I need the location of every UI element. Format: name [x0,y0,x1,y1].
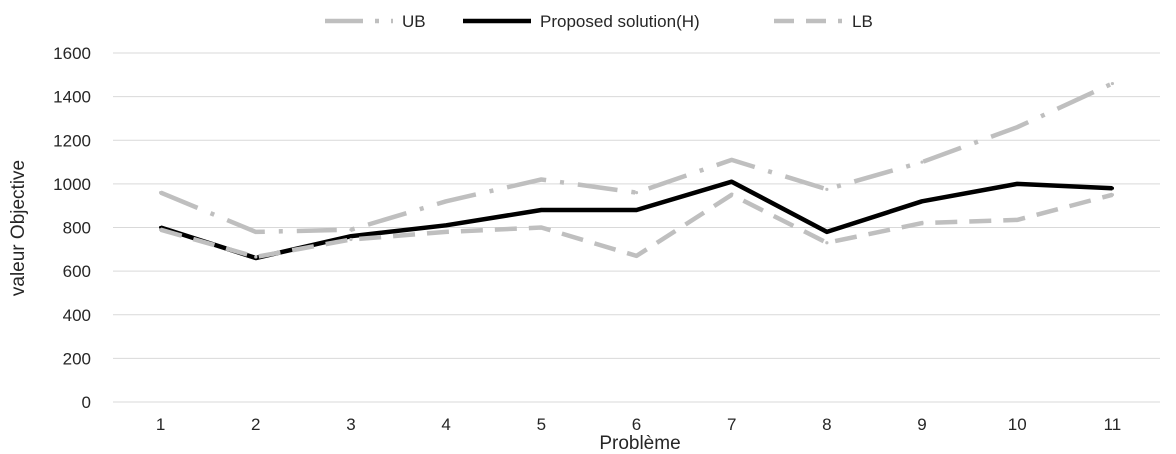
data-point-lb-9 [920,221,924,225]
data-point-proposed-solution-h-7 [730,180,734,184]
data-point-lb-1 [158,228,163,232]
x-tick-label-9: 9 [917,415,926,434]
gridlines [113,52,1160,403]
legend-label-lb: LB [852,12,873,31]
x-tick-label-3: 3 [346,415,355,434]
legend-label-ub: UB [402,12,426,31]
data-point-proposed-solution-h-5 [539,208,543,212]
data-point-proposed-solution-h-4 [444,223,448,227]
data-point-ub-1 [158,191,163,195]
data-point-lb-6 [634,254,639,258]
data-point-ub-8 [825,187,829,191]
data-point-ub-11 [1110,81,1115,86]
data-point-ub-5 [539,177,543,182]
y-tick-label-0: 0 [82,393,91,412]
data-point-proposed-solution-h-11 [1110,186,1115,190]
data-point-lb-3 [349,237,353,242]
data-point-ub-10 [1015,125,1019,129]
x-tick-label-8: 8 [822,415,831,434]
y-tick-label-800: 800 [63,219,91,238]
series-line-ub [159,81,1114,235]
data-point-ub-9 [920,160,924,164]
data-point-lb-7 [730,193,734,197]
x-tick-label-7: 7 [727,415,736,434]
data-point-ub-7 [730,158,734,162]
y-tick-label-1000: 1000 [53,175,91,194]
data-point-lb-2 [254,255,258,259]
y-tick-label-1600: 1600 [53,44,91,63]
legend-label-proposed-solution-h: Proposed solution(H) [540,12,700,31]
y-tick-label-1200: 1200 [53,131,91,150]
y-axis-title: valeur Objective [8,160,29,296]
data-point-proposed-solution-h-6 [634,208,639,212]
data-point-lb-5 [539,225,543,230]
x-tick-label-2: 2 [251,415,260,434]
x-tick-label-10: 10 [1008,415,1027,434]
x-tick-label-4: 4 [441,415,450,434]
x-axis-title: Problème [599,433,680,454]
data-point-proposed-solution-h-9 [920,199,924,203]
y-tick-label-1400: 1400 [53,88,91,107]
data-point-lb-11 [1110,193,1115,197]
x-tick-label-5: 5 [537,415,546,434]
series-lines [158,81,1115,261]
x-tick-label-11: 11 [1104,415,1122,434]
x-tick-labels: 1 2 3 4 5 6 7 8 9 10 11 [156,415,1121,434]
y-tick-label-600: 600 [63,262,91,281]
data-point-lb-8 [825,241,829,245]
data-point-ub-6 [634,191,639,195]
data-point-lb-10 [1015,218,1019,222]
data-point-ub-2 [254,230,258,234]
data-point-proposed-solution-h-10 [1015,182,1019,186]
legend: UB Proposed solution(H) LB [325,12,873,31]
data-point-lb-4 [444,230,448,234]
data-point-proposed-solution-h-8 [825,230,829,234]
y-tick-label-400: 400 [63,306,91,325]
y-tick-label-200: 200 [63,349,91,368]
data-point-proposed-solution-h-3 [349,234,353,238]
series-line-lb [159,192,1113,260]
data-point-ub-3 [349,228,353,232]
y-tick-labels: 0 200 400 600 800 1000 1200 1400 1600 [53,44,91,412]
data-point-ub-4 [444,199,448,203]
x-tick-label-1: 1 [156,415,165,434]
x-tick-label-6: 6 [632,415,641,434]
